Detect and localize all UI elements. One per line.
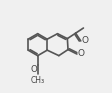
Text: O: O [82, 36, 89, 45]
Text: CH₃: CH₃ [31, 76, 45, 85]
Text: O: O [30, 65, 37, 74]
Text: O: O [78, 49, 85, 58]
